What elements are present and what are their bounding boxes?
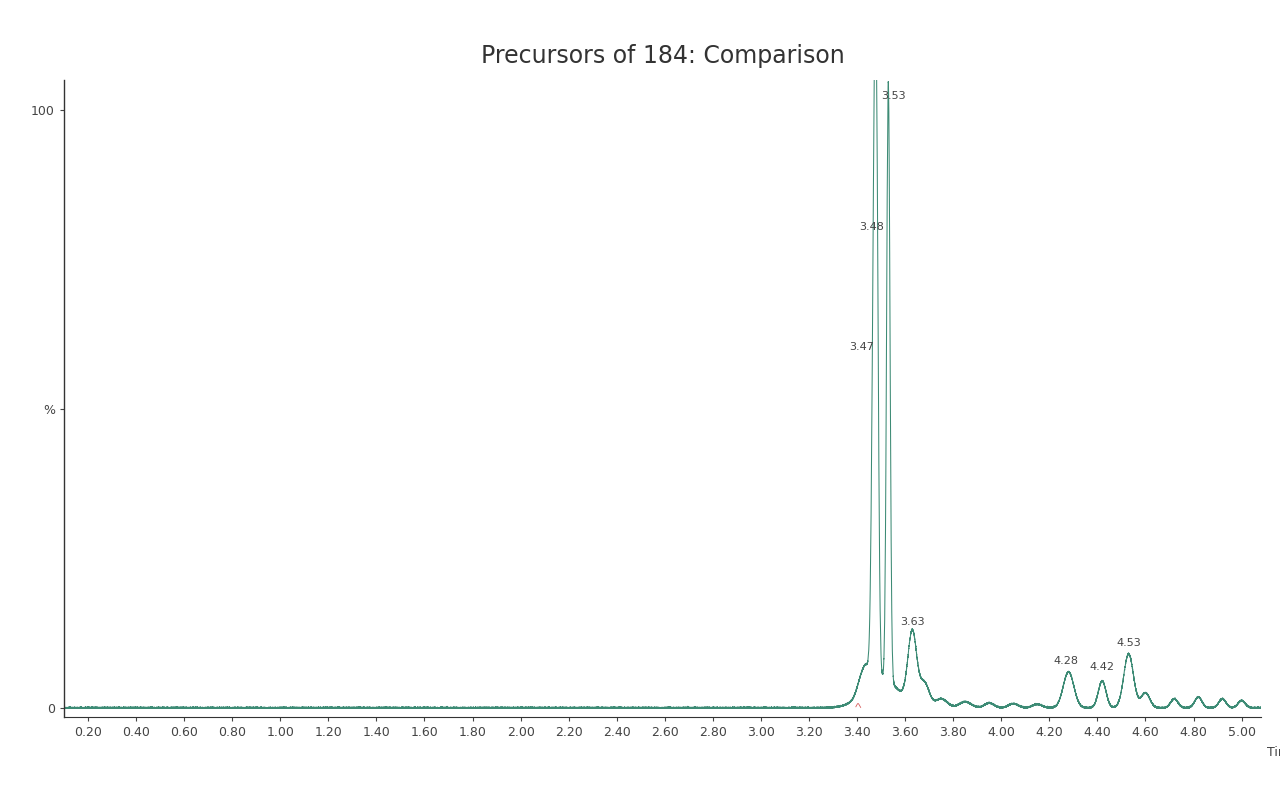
Text: 3.48: 3.48 (859, 222, 884, 233)
Text: 4.28: 4.28 (1053, 657, 1079, 666)
Text: 3.63: 3.63 (900, 618, 924, 627)
Text: 4.42: 4.42 (1089, 662, 1115, 673)
Text: 3.53: 3.53 (881, 91, 905, 100)
Text: Time: Time (1267, 746, 1280, 759)
Text: 4.53: 4.53 (1116, 638, 1140, 649)
Title: Precursors of 184: Comparison: Precursors of 184: Comparison (480, 44, 845, 68)
Text: 3.47: 3.47 (850, 342, 874, 352)
